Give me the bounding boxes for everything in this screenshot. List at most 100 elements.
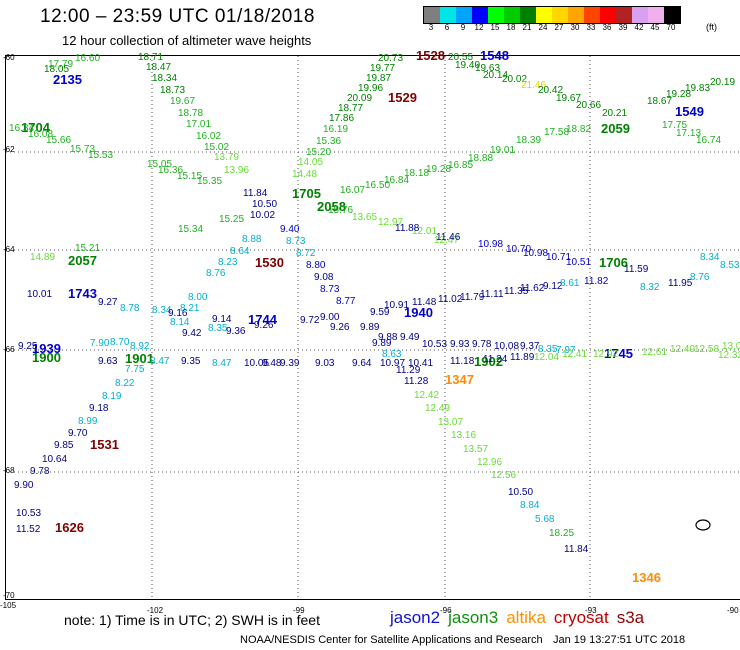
color-swatch: [552, 7, 568, 23]
swh-value-label: 9.25: [18, 341, 38, 352]
pass-label: 1531: [90, 437, 119, 452]
swh-value-label: 11.82: [584, 276, 609, 287]
swh-value-label: 19.28: [666, 89, 691, 100]
color-swatch: [424, 7, 440, 23]
swh-value-label: 9.59: [370, 307, 390, 318]
swh-value-label: 19.63: [475, 63, 500, 74]
swh-value-label: 11.48: [412, 297, 437, 308]
swh-value-label: 19.67: [556, 93, 581, 104]
swh-value-label: 10.98: [523, 248, 548, 259]
pass-label: 1744: [248, 312, 278, 327]
footer-credit: NOAA/NESDIS Center for Satellite Applica…: [240, 634, 543, 646]
swh-value-label: 20.55: [448, 52, 473, 63]
pass-label: 1529: [388, 90, 417, 105]
swh-value-label: 11.11: [480, 289, 504, 300]
swh-value-label: 7.97: [556, 345, 576, 356]
color-swatch: [440, 7, 456, 23]
lat-tick-label: -70: [3, 591, 15, 600]
swh-value-label: 9.78: [30, 466, 50, 477]
swh-value-label: 19.01: [490, 145, 515, 156]
swh-value-label: 15.15: [177, 171, 202, 182]
swh-value-label: 13.07: [438, 417, 463, 428]
note-text: note: 1) Time is in UTC; 2) SWH is in fe…: [64, 612, 320, 628]
swh-value-label: 12.96: [477, 457, 502, 468]
swh-value-label: 17.79: [48, 59, 73, 70]
swh-value-label: 16.19: [323, 124, 348, 135]
swh-value-label: 12.49: [670, 344, 695, 355]
swh-value-label: 8.72: [296, 248, 316, 259]
swh-value-label: 19.83: [685, 83, 710, 94]
swh-value-label: 16.36: [158, 165, 183, 176]
swh-value-label: 10.64: [42, 454, 67, 465]
swh-value-label: 15.25: [219, 214, 244, 225]
pass-label: 1347: [445, 372, 474, 387]
swh-value-label: 9.26: [330, 322, 350, 333]
swh-value-label: 18.71: [138, 52, 163, 63]
color-scale-label: 24: [538, 23, 548, 32]
color-scale-label: 15: [490, 23, 500, 32]
swh-value-label: 13.96: [224, 165, 249, 176]
lat-tick-label: -68: [3, 466, 15, 475]
swh-value-label: 12.97: [378, 217, 403, 228]
swh-value-label: 12.04: [534, 352, 559, 363]
swh-value-label: 17.01: [186, 119, 211, 130]
pass-label: 1548: [480, 48, 509, 63]
swh-value-label: 18.67: [647, 96, 672, 107]
swh-value-label: 11.46: [436, 232, 461, 243]
swh-value-label: 9.14: [212, 314, 232, 325]
swh-value-label: 11.29: [396, 365, 421, 376]
swh-value-label: 16.08: [28, 129, 53, 140]
swh-value-label: 20.09: [347, 93, 372, 104]
color-scale-labels: 3 6 9 12 15 18 21 24 27 30 33 36 39 42 45 70: [423, 23, 679, 32]
color-swatch: [536, 7, 552, 23]
swh-value-label: 20.19: [710, 77, 735, 88]
pass-label: 1940: [404, 305, 433, 320]
lon-tick-label: -90: [727, 606, 739, 615]
swh-value-label: 12.92: [593, 349, 618, 360]
pass-label: 2059: [601, 121, 630, 136]
swh-value-label: 19.87: [366, 73, 391, 84]
swh-value-label: 8.47: [150, 356, 170, 367]
swh-value-label: 12.41: [562, 349, 587, 360]
pass-label: 1626: [55, 520, 84, 535]
swh-value-label: 15.05: [147, 159, 172, 170]
swh-value-label: 12.32: [718, 350, 740, 361]
swh-value-label: 10.98: [478, 239, 503, 250]
swh-value-label: 10.08: [494, 341, 519, 352]
swh-value-label: 9.88: [378, 332, 398, 343]
swh-value-label: 11.84: [243, 188, 268, 199]
swh-value-label: 15.73: [70, 144, 95, 155]
swh-value-label: 9.89: [360, 322, 380, 333]
swh-value-label: 18.47: [146, 62, 171, 73]
swh-value-label: 12.47: [434, 235, 459, 246]
swh-value-label: 19.40: [455, 60, 480, 71]
swh-value-label: 8.00: [188, 292, 208, 303]
swh-value-label: 19.96: [358, 83, 383, 94]
swh-value-label: 18.18: [404, 168, 429, 179]
swh-value-label: 11.62: [520, 283, 545, 294]
swh-value-label: 11.84: [564, 544, 589, 555]
swh-value-label: 7.90: [90, 338, 110, 349]
pass-label: 1346: [632, 570, 661, 585]
pass-label: 1530: [255, 255, 284, 270]
swh-value-label: 18.34: [152, 73, 177, 84]
wave-height-color-scale: [423, 6, 681, 24]
swh-value-label: 8.63: [382, 349, 402, 360]
swh-value-label: 15.02: [204, 142, 229, 153]
swh-value-label: 9.70: [68, 428, 88, 439]
swh-value-label: 8.80: [306, 260, 326, 271]
swh-value-label: 18.05: [44, 64, 69, 75]
swh-value-label: 15.66: [46, 135, 71, 146]
pass-label: 1939: [32, 341, 61, 356]
swh-value-label: 10.53: [422, 339, 447, 350]
swh-value-label: 8.99: [78, 416, 98, 427]
lon-tick-label: -93: [585, 606, 597, 615]
swh-value-label: 9.16: [168, 308, 188, 319]
swh-value-label: 11.18: [450, 356, 475, 367]
swh-value-label: 10.01: [27, 289, 52, 300]
swh-value-label: 8.78: [120, 303, 140, 314]
pass-label: 2135: [53, 72, 82, 87]
color-scale-label: 18: [506, 23, 516, 32]
swh-value-label: 8.73: [320, 284, 340, 295]
swh-value-label: 14.48: [292, 169, 317, 180]
